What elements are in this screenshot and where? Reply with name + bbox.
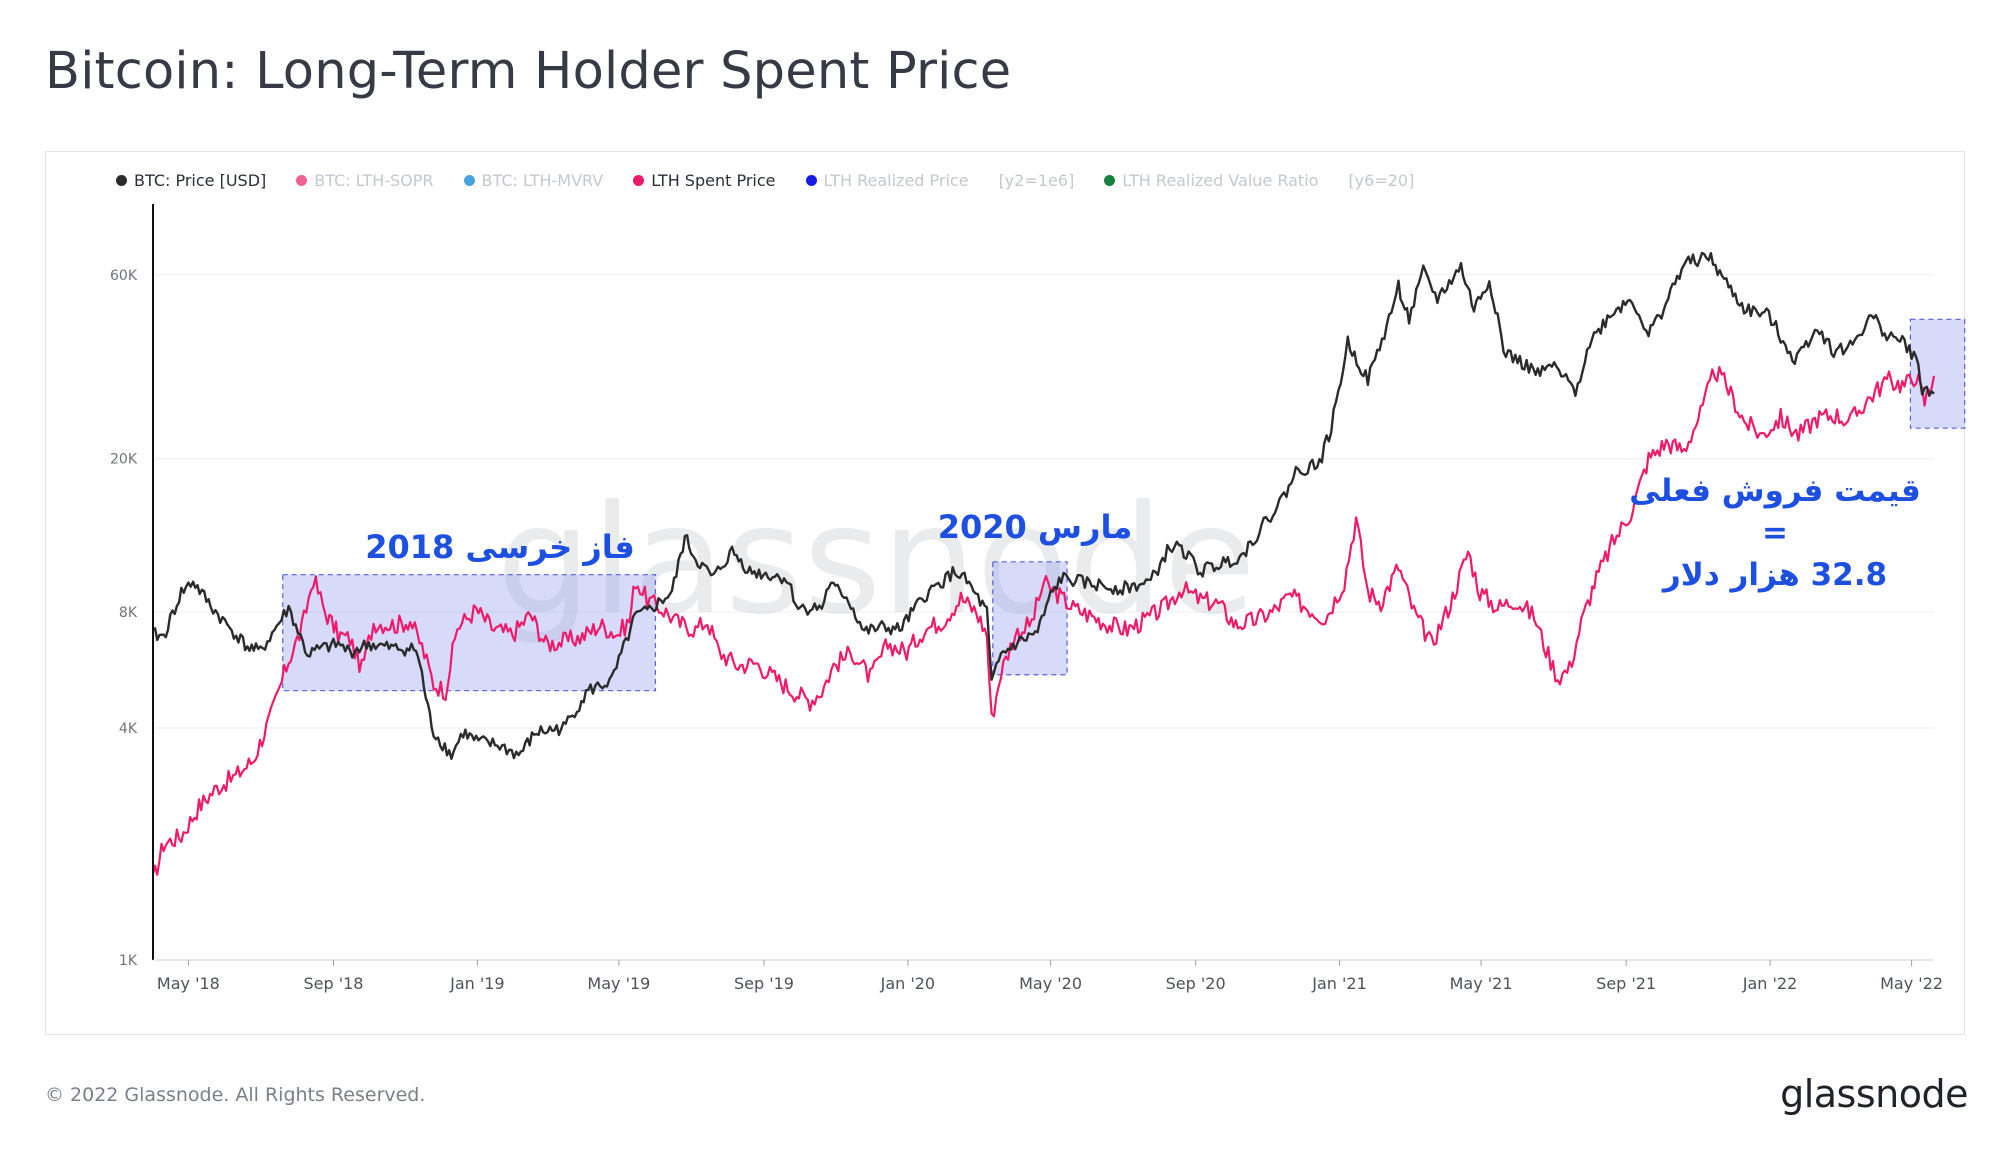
x-tick-label: Jan '22: [1742, 974, 1798, 993]
chart-legend: BTC: Price [USD] BTC: LTH-SOPR BTC: LTH-MV…: [116, 171, 1444, 190]
annotation-current-spent-price: قیمت فروش فعلی = 32.8 هزار دلار: [1625, 470, 1925, 596]
legend-label: LTH Spent Price: [651, 171, 776, 190]
y-tick-label: 20K: [110, 452, 138, 468]
legend-dot-icon: [805, 175, 817, 186]
x-tick-label: Jan '19: [449, 974, 505, 993]
legend-item[interactable]: LTH Spent Price: [633, 171, 776, 190]
legend-dot-icon: [633, 175, 645, 186]
x-tick-label: May '22: [1880, 974, 1943, 993]
chart-panel: BTC: Price [USD] BTC: LTH-SOPR BTC: LTH-MV…: [45, 151, 1966, 1035]
annotation-march-2020: مارس 2020: [937, 508, 1133, 546]
x-tick-label: May '20: [1019, 974, 1082, 993]
x-tick-label: May '21: [1450, 974, 1513, 993]
x-tick-label: Jan '20: [880, 974, 936, 993]
legend-tag: [y6=20]: [1348, 171, 1415, 190]
y-tick-label: 8K: [119, 605, 138, 621]
legend-label: LTH Realized Value Ratio: [1122, 171, 1319, 190]
y-tick-label: 4K: [119, 721, 138, 737]
legend-label: LTH Realized Price: [823, 171, 969, 190]
legend-item[interactable]: LTH Realized Price: [805, 171, 969, 190]
legend-label: BTC: LTH-MVRV: [481, 171, 604, 190]
legend-label: BTC: Price [USD]: [134, 171, 267, 190]
legend-item[interactable]: LTH Realized Value Ratio: [1104, 171, 1318, 190]
annotation-current-line2: =: [1762, 515, 1788, 551]
legend-item[interactable]: BTC: Price [USD]: [116, 171, 266, 190]
x-tick-label: Sep '19: [734, 974, 794, 993]
legend-item[interactable]: BTC: LTH-SOPR: [296, 171, 434, 190]
legend-label: BTC: LTH-SOPR: [314, 171, 434, 190]
legend-item[interactable]: BTC: LTH-MVRV: [463, 171, 604, 190]
legend-dot-icon: [1104, 175, 1116, 186]
footer-logo[interactable]: glassnode: [1780, 1072, 1968, 1116]
legend-dot-icon: [116, 175, 127, 186]
legend-dot-icon: [296, 175, 308, 186]
annotation-current-line1: قیمت فروش فعلی: [1629, 473, 1921, 509]
x-tick-label: Sep '21: [1596, 974, 1656, 993]
highlight-region-current: [1909, 318, 1966, 429]
series-line-btc-price: [152, 251, 1935, 760]
x-tick-label: Sep '18: [303, 974, 363, 993]
page-title: Bitcoin: Long-Term Holder Spent Price: [45, 42, 1012, 101]
y-tick-label: 60K: [110, 268, 138, 284]
footer-copyright: © 2022 Glassnode. All Rights Reserved.: [45, 1084, 426, 1106]
x-tick-label: Jan '21: [1311, 974, 1367, 993]
series-line-lth-spent-price: [151, 366, 1936, 876]
highlight-region-bear_phase: [282, 574, 657, 692]
x-tick-label: May '18: [157, 974, 220, 993]
legend-dot-icon: [463, 175, 475, 186]
x-tick-label: Sep '20: [1166, 974, 1226, 993]
annotation-current-line3: 32.8 هزار دلار: [1662, 557, 1888, 593]
x-tick-label: May '19: [587, 974, 650, 993]
annotation-bear-phase: فاز خرسی 2018: [365, 528, 635, 566]
legend-tag: [y2=1e6]: [998, 171, 1075, 190]
y-tick-label: 1K: [119, 953, 138, 969]
